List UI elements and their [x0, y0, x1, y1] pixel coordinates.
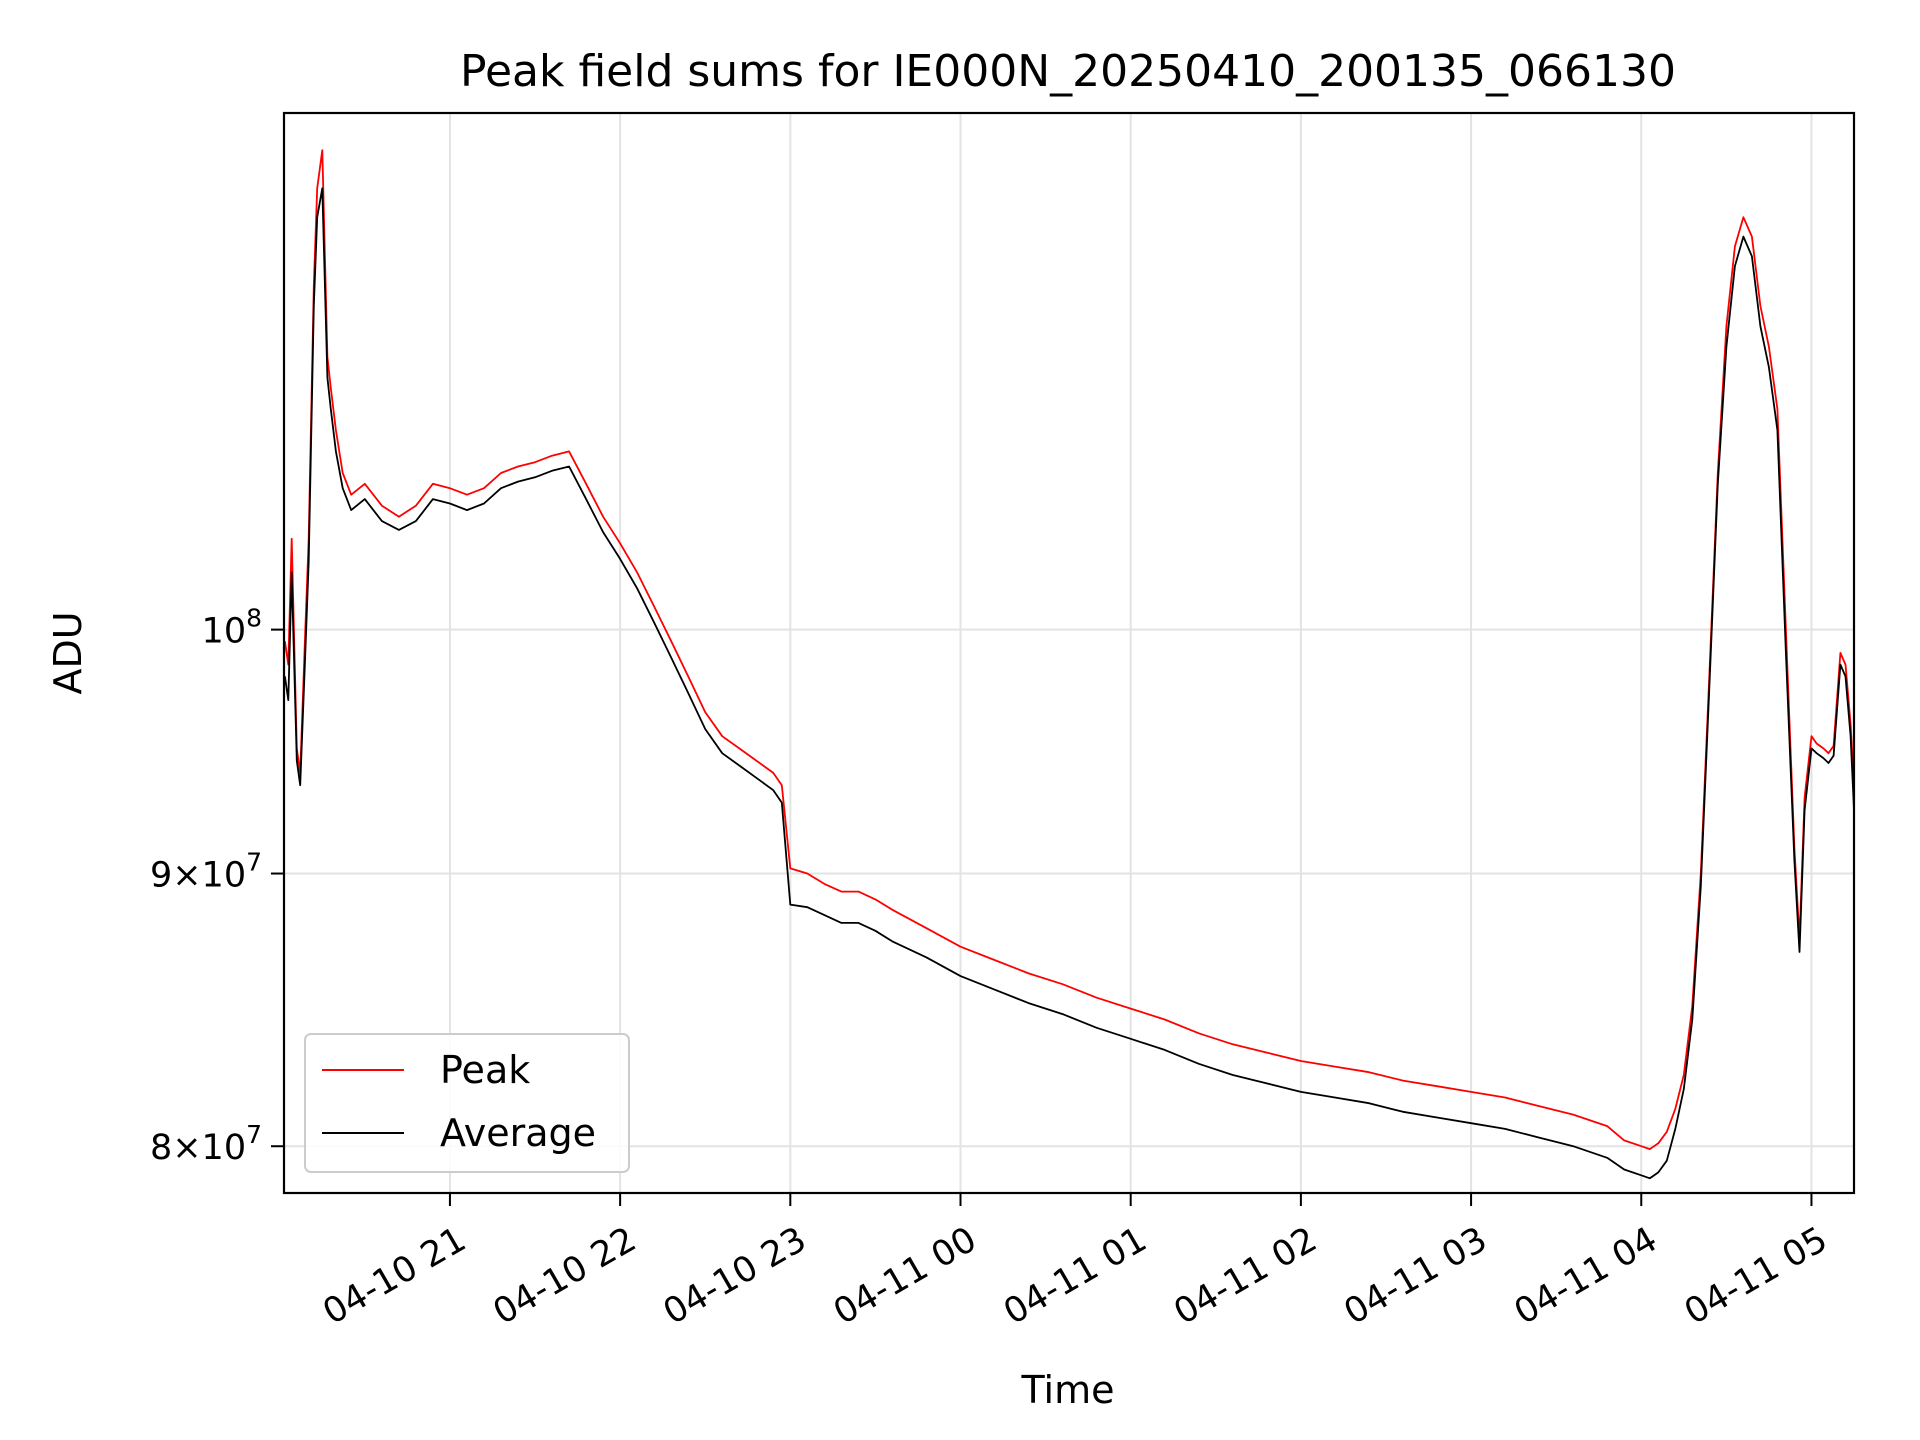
chart-title: Peak field sums for IE000N_20250410_2001… [460, 46, 1676, 97]
legend-box [304, 1033, 630, 1173]
y-tick-label: 9×107 [150, 848, 262, 896]
y-tick-label: 8×107 [150, 1120, 262, 1168]
plot-frame [282, 111, 1856, 1195]
series-line-peak [284, 149, 1854, 1150]
y-axis-ticks: 8×107 9×107 108 [150, 604, 284, 1168]
series-layer [284, 149, 1854, 1180]
legend-label-average: Average [440, 1111, 596, 1155]
series-line-average [284, 187, 1854, 1180]
grid [284, 113, 1854, 1193]
y-tick-label: 108 [202, 604, 262, 652]
y-axis-label: ADU [46, 611, 90, 694]
x-axis-label: Time [1021, 1368, 1115, 1412]
legend-label-peak: Peak [440, 1048, 530, 1092]
legend: Peak Average [304, 1033, 630, 1173]
